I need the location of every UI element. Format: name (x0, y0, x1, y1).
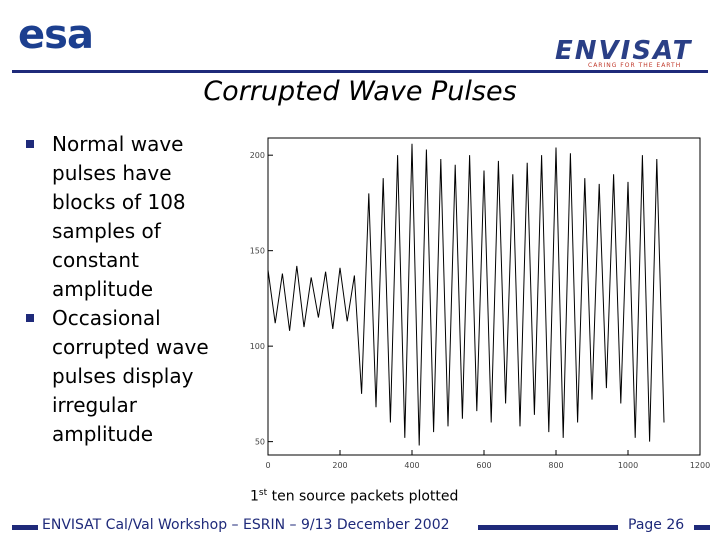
page-number: Page 26 (628, 517, 685, 533)
slide-title: Corrupted Wave Pulses (203, 76, 517, 107)
waveform (267, 143, 665, 446)
envisat-logo: ENVISAT (555, 36, 693, 66)
caption-text: ten source packets plotted (267, 488, 459, 505)
x-tick-label: 400 (404, 461, 419, 470)
y-tick-label: 150 (250, 247, 265, 256)
footer-bar (12, 525, 38, 530)
caption-number: 1 (250, 488, 259, 505)
x-tick-label: 600 (476, 461, 491, 470)
y-tick-label: 100 (250, 342, 265, 351)
x-tick-label: 1200 (690, 461, 710, 470)
x-tick-label: 0 (265, 461, 270, 470)
y-tick-label: 50 (255, 438, 265, 447)
chart: 0 200 400 600 800 1000 1200 50 100 150 200 (240, 120, 720, 485)
tagline: CARING FOR THE EARTH (588, 62, 682, 69)
bullet: Normal wave pulses have blocks of 108 sa… (22, 130, 227, 304)
x-tick-label: 200 (332, 461, 347, 470)
esa-logo: esa (18, 12, 94, 58)
bullet: Occasional corrupted wave pulses display… (22, 304, 227, 449)
y-tick-label: 200 (250, 151, 265, 160)
footer-bar (694, 525, 710, 530)
bullet-list: Normal wave pulses have blocks of 108 sa… (22, 130, 227, 449)
x-tick-label: 1000 (618, 461, 638, 470)
caption: 1st ten source packets plotted (250, 488, 458, 505)
x-tick-label: 800 (548, 461, 563, 470)
caption-superscript: st (258, 488, 268, 498)
footer-bar (478, 525, 618, 530)
header-rule (12, 70, 708, 73)
footer-text: ENVISAT Cal/Val Workshop – ESRIN – 9/13 … (42, 517, 450, 533)
